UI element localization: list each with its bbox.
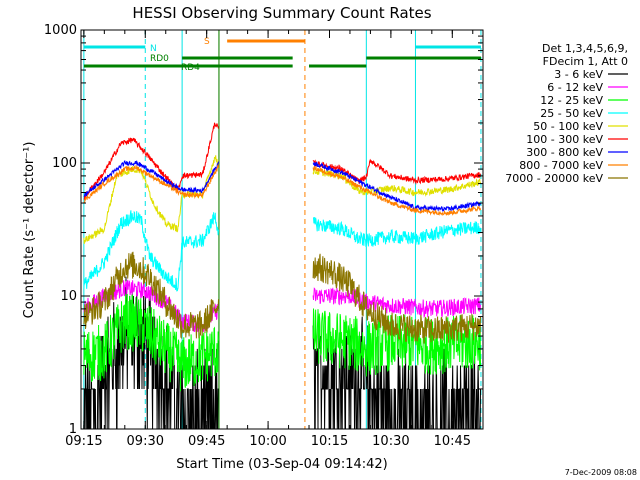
series-line-50-100-kev (83, 155, 481, 244)
y-tick-label-100: 100 (52, 156, 77, 171)
x-tick-label-0915: 09:15 (65, 434, 102, 449)
legend-label-8: 7000 - 20000 keV (505, 172, 603, 185)
plot-frame (80, 29, 484, 430)
flag-label-rd0: RD0 (150, 54, 169, 64)
x-tick-label-1045: 10:45 (434, 434, 471, 449)
series-line-800-7000-kev (83, 163, 481, 217)
x-axis: 09:15 09:30 09:45 10:00 10:15 10:30 10:45 (65, 30, 474, 449)
x-tick-label-1000: 10:00 (249, 434, 286, 449)
y-axis-label: Count Rate (s⁻¹ detector⁻¹) (22, 142, 37, 319)
footer-date: 7-Dec-2009 08:08 (565, 468, 637, 477)
legend-label-2: 12 - 25 keV (540, 94, 603, 107)
x-tick-label-1030: 10:30 (372, 434, 409, 449)
y-tick-label-1000: 1000 (44, 23, 77, 38)
series-group (83, 122, 481, 429)
legend-label-0: 3 - 6 keV (554, 68, 603, 81)
flag-label-rd4: RD4 (181, 63, 200, 73)
legend-label-1: 6 - 12 keV (547, 81, 603, 94)
legend-header-1: FDecim 1, Att 0 (543, 55, 628, 68)
legend-header-0: Det 1,3,4,5,6,9, (542, 42, 628, 55)
x-tick-label-1015: 10:15 (311, 434, 348, 449)
chart-title: HESSI Observing Summary Count Rates (132, 4, 431, 22)
legend-label-4: 50 - 100 keV (533, 120, 603, 133)
legend-label-3: 25 - 50 keV (540, 107, 603, 120)
series-line-300-800-kev (83, 160, 481, 213)
y-tick-label-10: 10 (60, 289, 77, 304)
legend-label-7: 800 - 7000 keV (519, 159, 603, 172)
series-line-7000-20000-kev (83, 251, 481, 344)
y-axis: 1 10 100 1000 (44, 23, 483, 437)
legend-label-5: 100 - 300 keV (526, 133, 603, 146)
flag-label-n: N (150, 44, 157, 54)
flag-label-s: S (204, 37, 210, 47)
legend: Det 1,3,4,5,6,9,FDecim 1, Att 03 - 6 keV… (505, 42, 628, 185)
legend-label-6: 300 - 800 keV (526, 146, 603, 159)
series-line-3-6-kev (83, 276, 481, 429)
x-axis-label: Start Time (03-Sep-04 09:14:42) (176, 457, 387, 472)
x-tick-label-0930: 09:30 (127, 434, 164, 449)
y-tick-label-1: 1 (69, 422, 77, 437)
x-tick-label-0945: 09:45 (188, 434, 225, 449)
series-line-25-50-kev (83, 210, 481, 292)
series-line-100-300-kev (83, 122, 481, 201)
